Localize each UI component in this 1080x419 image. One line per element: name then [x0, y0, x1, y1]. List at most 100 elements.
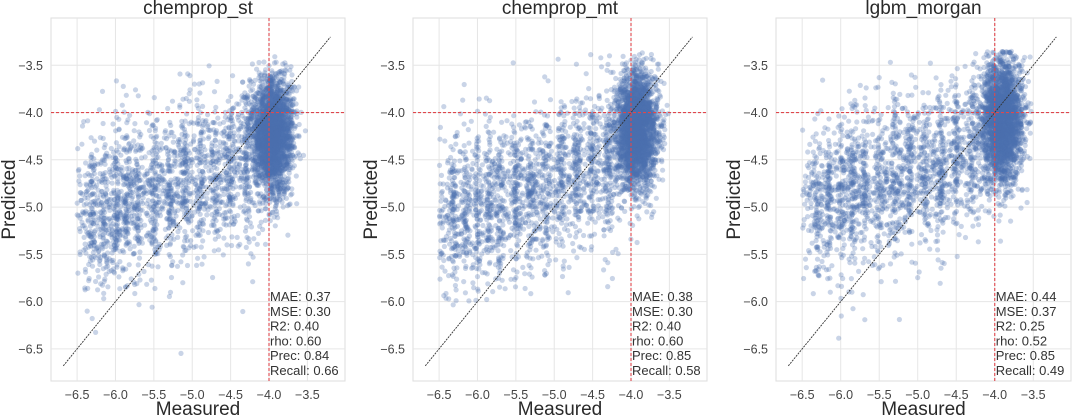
scatter-point	[109, 235, 115, 241]
scatter-point	[280, 204, 286, 210]
scatter-point	[187, 87, 193, 93]
scatter-point	[272, 196, 278, 202]
scatter-point	[214, 211, 220, 217]
scatter-point	[246, 191, 252, 197]
scatter-point	[117, 286, 123, 292]
scatter-point	[254, 182, 260, 188]
scatter-point	[215, 184, 221, 190]
scatter-point	[148, 188, 155, 194]
scatter-point	[234, 161, 240, 167]
scatter-point	[250, 151, 256, 157]
scatter-point	[200, 217, 207, 223]
scatter-point	[111, 266, 117, 272]
scatter-point	[252, 157, 258, 163]
scatter-point	[276, 120, 282, 126]
scatter-point	[243, 244, 249, 250]
scatter-point	[124, 166, 130, 172]
x-tick-label: −6.0	[103, 388, 128, 402]
scatter-point	[144, 168, 150, 174]
scatter-point	[83, 250, 89, 256]
scatter-point	[147, 183, 153, 189]
scatter-point	[261, 59, 267, 65]
scatter-point	[243, 94, 249, 100]
scatter-point	[86, 278, 92, 284]
scatter-point	[269, 84, 275, 90]
scatter-point	[169, 188, 175, 194]
scatter-point	[210, 274, 216, 281]
scatter-point	[165, 168, 171, 174]
scatter-point	[250, 81, 257, 87]
scatter-point	[113, 193, 119, 199]
scatter-point	[230, 105, 236, 111]
scatter-point	[187, 73, 193, 79]
scatter-point	[201, 254, 207, 260]
scatter-point	[564, 216, 570, 222]
scatter-point	[91, 242, 97, 248]
scatter-point	[213, 130, 220, 136]
scatter-point	[272, 155, 278, 161]
scatter-point	[194, 262, 200, 268]
scatter-point	[114, 165, 120, 172]
scatter-point	[291, 84, 297, 90]
scatter-point	[139, 207, 145, 213]
scatter-point	[144, 232, 150, 239]
y-tick-label: −5.0	[18, 201, 43, 215]
scatter-point	[203, 118, 209, 124]
scatter-point	[247, 77, 253, 83]
scatter-point	[87, 172, 93, 178]
scatter-point	[112, 168, 118, 174]
scatter-point	[217, 121, 223, 127]
scatter-point	[249, 61, 255, 67]
scatter-point	[100, 171, 106, 177]
scatter-point	[228, 209, 234, 215]
scatter-point	[560, 266, 567, 272]
scatter-point	[84, 308, 90, 314]
scatter-point	[222, 145, 228, 151]
scatter-point	[79, 123, 86, 129]
scatter-point	[561, 258, 567, 264]
scatter-point	[114, 187, 120, 193]
scatter-point	[180, 280, 186, 286]
scatter-point	[124, 134, 130, 140]
scatter-point	[200, 238, 206, 244]
scatter-point	[256, 75, 262, 81]
scatter-point	[135, 198, 141, 205]
scatter-point	[263, 164, 269, 170]
scatter-point	[260, 141, 266, 148]
scatter-point	[105, 263, 111, 269]
scatter-point	[217, 177, 223, 183]
scatter-point	[149, 165, 155, 172]
scatter-point	[130, 189, 136, 195]
scatter-point	[135, 228, 142, 234]
scatter-point	[181, 193, 187, 199]
scatter-point	[115, 195, 121, 201]
scatter-point	[87, 209, 93, 216]
scatter-point	[183, 247, 189, 253]
scatter-point	[124, 240, 130, 246]
scatter-point	[168, 185, 174, 191]
scatter-point	[100, 177, 106, 183]
scatter-point	[184, 262, 191, 269]
scatter-point	[190, 120, 196, 126]
scatter-point	[150, 122, 156, 128]
scatter-point	[244, 126, 250, 132]
scatter-point	[149, 162, 155, 168]
scatter-point	[175, 207, 181, 214]
scatter-point	[470, 280, 476, 286]
scatter-point	[182, 228, 188, 235]
scatter-point	[195, 255, 201, 261]
scatter-point	[177, 152, 183, 158]
scatter-point	[208, 222, 215, 228]
scatter-point	[231, 213, 237, 219]
scatter-point	[139, 155, 145, 161]
scatter-point	[246, 239, 252, 245]
scatter-point	[135, 164, 141, 170]
scatter-point	[149, 148, 155, 154]
scatter-point	[283, 122, 289, 128]
scatter-point	[257, 152, 263, 158]
scatter-point	[152, 217, 158, 223]
scatter-point	[294, 133, 300, 139]
scatter-point	[87, 211, 93, 218]
scatter-point	[230, 73, 236, 79]
